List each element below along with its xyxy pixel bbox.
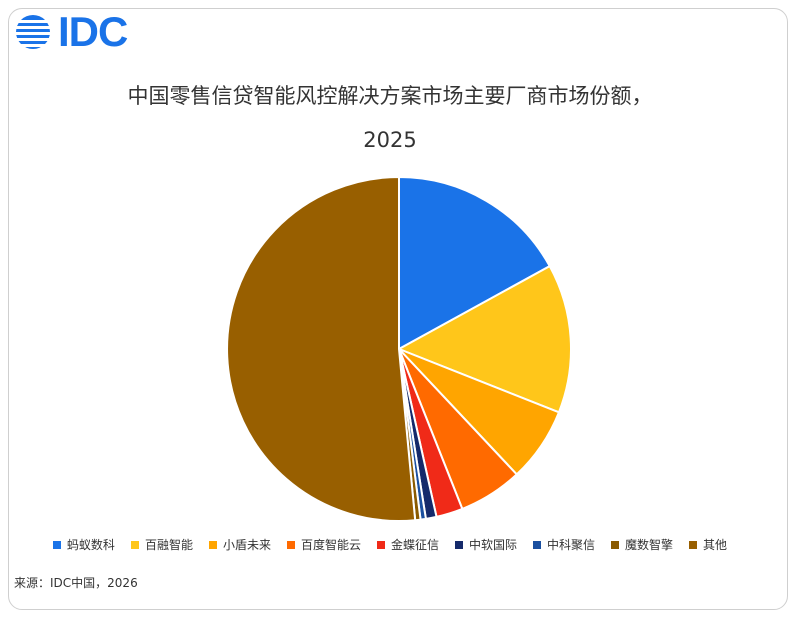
logo-wordmark: IDC [58, 8, 128, 55]
legend-label: 百融智能 [144, 538, 193, 552]
legend-swatch [286, 540, 295, 549]
pie-slice-1 [396, 264, 572, 414]
source-note: 来源：IDC中国，2026 [14, 576, 138, 590]
chart-title: 中国零售信贷智能风控解决方案市场主要厂商市场份额， [127, 84, 653, 108]
legend-swatch [130, 540, 139, 549]
legend-swatch [52, 540, 61, 549]
legend-label: 魔数智擎 [625, 538, 674, 552]
legend-swatch [689, 540, 698, 549]
chart-title-year: 2025 [363, 128, 417, 152]
legend-item-7: 魔数智擎 [611, 536, 673, 553]
legend-swatch [208, 540, 217, 549]
legend-swatch [455, 540, 463, 549]
legend-item-6: 中科聚信 [533, 536, 595, 553]
legend-label: 蚂蚁数科 [66, 538, 115, 552]
legend-item-2: 小盾未来 [208, 536, 271, 553]
legend-label: 金蝶征信 [390, 538, 439, 552]
legend-item-3: 百度智能云 [286, 536, 361, 553]
legend-label: 中软国际 [469, 538, 518, 552]
idc-logo: IDC [14, 8, 128, 55]
legend-item-1: 百融智能 [130, 536, 193, 553]
legend-item-0: 蚂蚁数科 [52, 536, 115, 553]
legend-item-5: 中软国际 [455, 536, 517, 553]
pie-slice-0 [398, 175, 552, 351]
idc-globe-icon [14, 15, 52, 49]
legend-item-8: 其他 [689, 536, 727, 553]
chart-legend: 蚂蚁数科 百融智能 小盾未来 百度智能云 金蝶征信 中软国际 中科聚信 魔数智擎 其他 [0, 536, 780, 553]
legend-label: 百度智能云 [300, 538, 361, 552]
legend-item-4: 金蝶征信 [376, 536, 439, 553]
legend-label: 中科聚信 [547, 538, 596, 552]
legend-swatch [533, 540, 542, 549]
legend-label: 其他 [703, 538, 728, 552]
legend-swatch [611, 540, 620, 549]
pie-slice-8 [226, 175, 417, 522]
legend-label: 小盾未来 [222, 538, 271, 552]
legend-swatch [376, 540, 385, 549]
